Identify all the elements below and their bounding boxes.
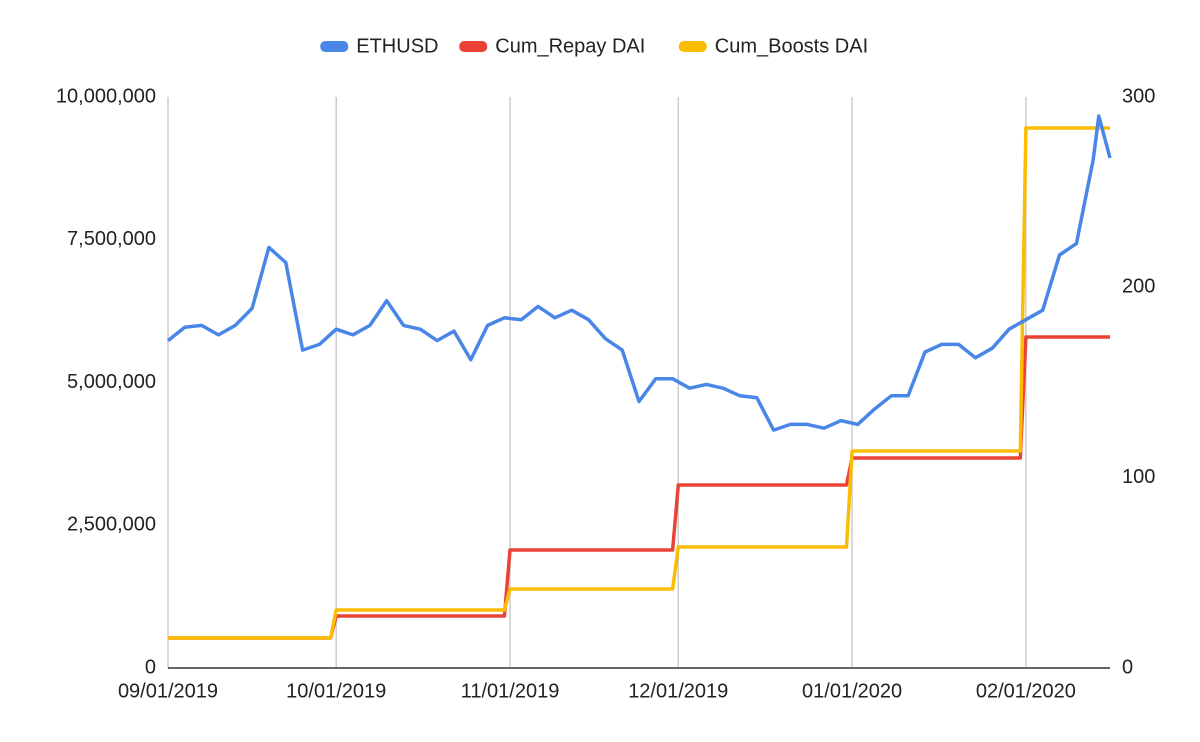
y2-tick-label: 100 — [1122, 466, 1155, 488]
legend-swatch — [320, 41, 349, 52]
x-tick-label: 12/01/2019 — [628, 680, 728, 702]
x-tick-label: 02/01/2020 — [976, 680, 1076, 702]
y-tick-label: 10,000,000 — [56, 85, 156, 107]
y-tick-label: 5,000,000 — [67, 371, 156, 393]
y2-tick-label: 200 — [1122, 276, 1155, 298]
series-line — [168, 126, 1110, 640]
legend-swatch — [459, 41, 488, 52]
y2-tick-label: 300 — [1122, 85, 1155, 107]
y-tick-label: 2,500,000 — [67, 514, 156, 536]
y-tick-label: 7,500,000 — [67, 228, 156, 250]
series-line — [166, 114, 1112, 432]
x-tick-label: 10/01/2019 — [286, 680, 386, 702]
y2-tick-label: 0 — [1122, 656, 1133, 678]
x-tick-label: 01/01/2020 — [802, 680, 902, 702]
x-tick-label: 11/01/2019 — [461, 680, 560, 702]
x-tick-label: 09/01/2019 — [118, 680, 218, 702]
legend-label: Cum_Boosts DAI — [715, 35, 868, 57]
series-line — [168, 335, 1110, 640]
y-tick-label: 0 — [145, 656, 156, 678]
legend-label: ETHUSD — [356, 35, 438, 57]
legend-swatch — [678, 41, 707, 52]
legend-label: Cum_Repay DAI — [495, 35, 645, 57]
